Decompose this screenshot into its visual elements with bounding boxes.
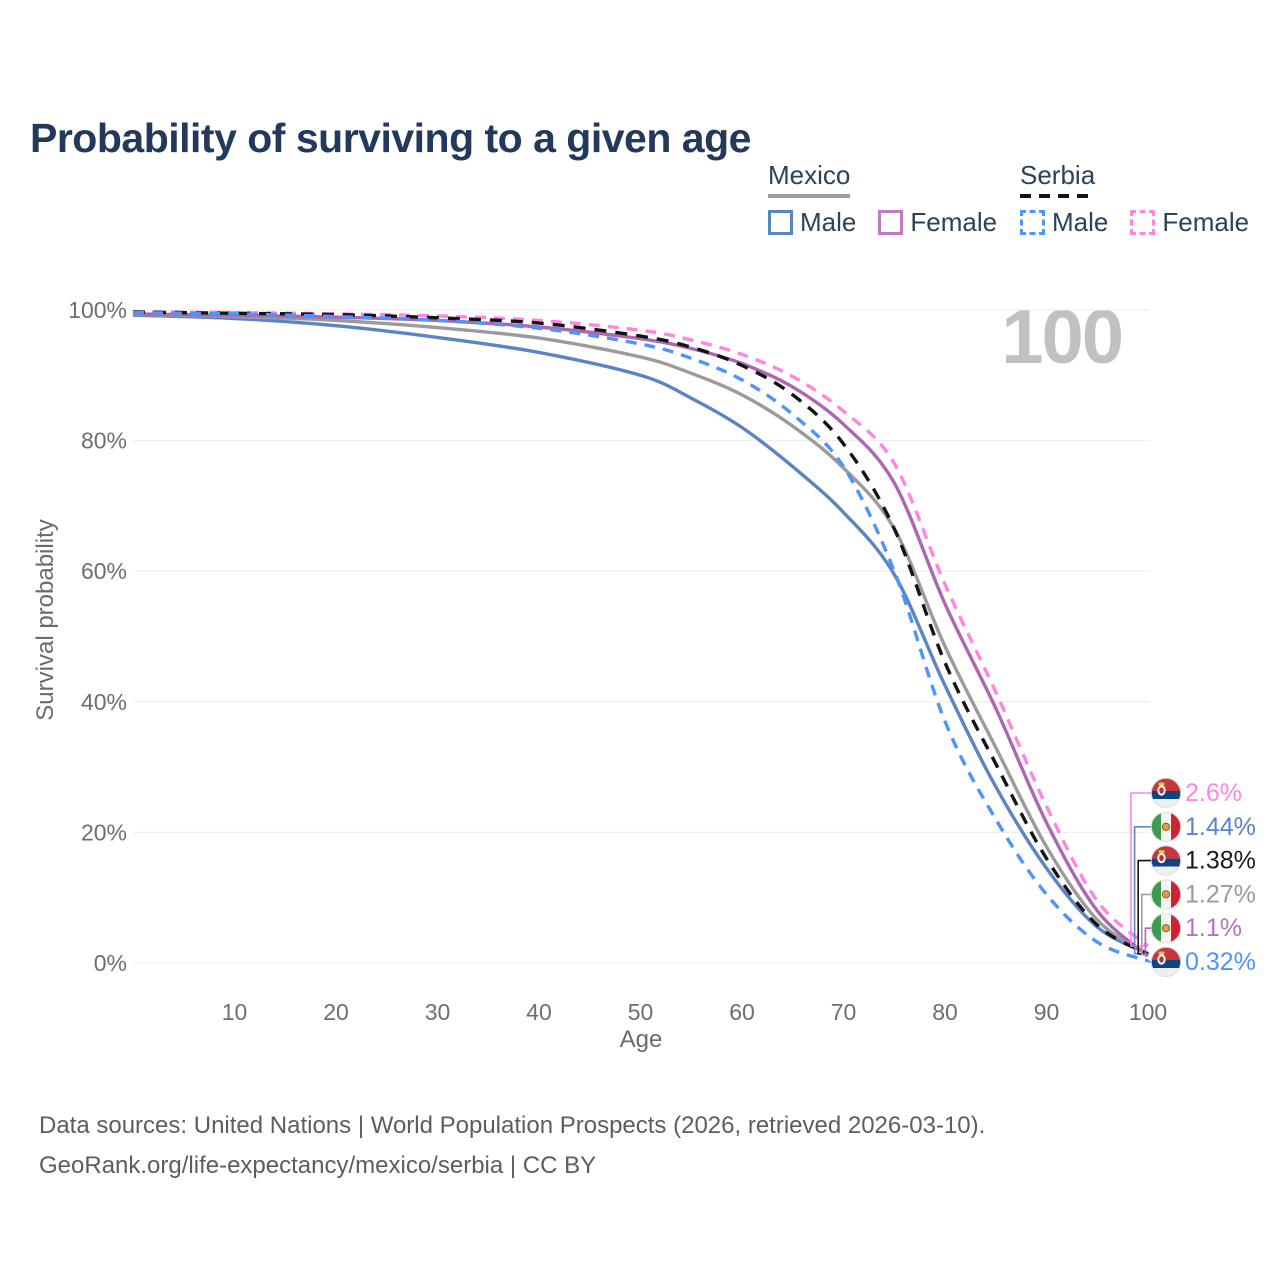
end-value-label: 1.44% [1185, 813, 1256, 841]
series-end-label: 1.1% [1144, 913, 1242, 957]
series-end-label: 1.27% [1141, 879, 1256, 956]
legend-country-label-mexico: Mexico [768, 160, 851, 190]
x-axis-title: Age [619, 1026, 663, 1053]
end-label-connector [1148, 960, 1151, 963]
legend-group-serbia: Serbia Male Female [1020, 160, 1271, 238]
legend-underline-mexico-icon [768, 194, 850, 198]
data-sources-note: Data sources: United Nations | World Pop… [39, 1112, 986, 1139]
end-label-connector [1130, 792, 1151, 947]
y-tick-label: 20% [81, 819, 127, 845]
series-line-serbia [132, 310, 1149, 956]
x-tick-label: 70 [831, 999, 857, 1025]
end-label-connector [1133, 826, 1151, 955]
legend-group-mexico: Mexico Male Female [768, 160, 1019, 238]
x-tick-label: 90 [1034, 999, 1060, 1025]
legend-item-label[interactable]: Female [910, 207, 998, 237]
legend-item-mexico-female[interactable]: Female [878, 207, 1019, 238]
serbia-flag-icon [1151, 778, 1182, 809]
legend-item-mexico-male[interactable]: Male [768, 207, 878, 238]
attribution-note: GeoRank.org/life-expectancy/mexico/serbi… [39, 1152, 597, 1179]
end-value-label: 2.6% [1185, 779, 1242, 807]
mexico-flag-icon [1151, 879, 1182, 910]
series-end-label: 2.6% [1130, 778, 1242, 947]
x-tick-label: 60 [729, 999, 755, 1025]
x-tick-label: 10 [222, 999, 248, 1025]
legend-country-label-serbia: Serbia [1020, 160, 1096, 190]
y-tick-label: 60% [81, 558, 127, 584]
end-value-label: 1.38% [1185, 847, 1256, 875]
end-value-label: 0.32% [1185, 948, 1256, 976]
x-tick-label: 50 [628, 999, 654, 1025]
mexico-female-swatch-icon[interactable] [878, 210, 904, 235]
legend-item-label[interactable]: Male [800, 207, 857, 237]
x-tick-label: 30 [425, 999, 451, 1025]
serbia-flag-icon [1151, 947, 1182, 978]
y-tick-label: 40% [81, 689, 127, 715]
mexico-flag-icon [1151, 913, 1182, 944]
x-tick-label: 40 [526, 999, 552, 1025]
series-line-serbia-female [132, 310, 1150, 948]
series-end-label: 1.44% [1133, 811, 1256, 955]
y-tick-label: 0% [94, 950, 127, 976]
x-tick-label: 20 [323, 999, 349, 1025]
legend-item-serbia-female[interactable]: Female [1130, 207, 1271, 238]
serbia-male-swatch-icon[interactable] [1020, 210, 1045, 235]
end-value-label: 1.27% [1185, 880, 1256, 908]
y-tick-label: 80% [81, 428, 127, 454]
serbia-female-swatch-icon[interactable] [1130, 210, 1156, 235]
age-watermark: 100 [1001, 295, 1124, 380]
series-line-mexico-male [132, 313, 1149, 956]
serbia-flag-icon [1151, 845, 1182, 876]
legend-item-label[interactable]: Male [1052, 207, 1109, 237]
page-title: Probability of surviving to a given age [30, 115, 751, 162]
series-line-mexico-female [132, 312, 1150, 958]
mexico-male-swatch-icon[interactable] [768, 210, 793, 235]
series-line-serbia-male [132, 310, 1149, 963]
y-tick-label: 100% [68, 297, 127, 323]
y-axis-title: Survival probability [32, 519, 59, 721]
legend-item-label[interactable]: Female [1162, 207, 1250, 237]
x-tick-label: 80 [932, 999, 958, 1025]
end-label-connector [1144, 927, 1151, 957]
chart-footer: Data sources: United Nations | World Pop… [39, 1106, 985, 1186]
end-value-label: 1.1% [1185, 914, 1242, 942]
mexico-flag-icon [1151, 811, 1182, 842]
legend-item-serbia-male[interactable]: Male [1020, 207, 1130, 238]
series-line-mexico [132, 312, 1149, 957]
series-end-label: 0.32% [1148, 947, 1256, 978]
legend-underline-serbia-icon [1020, 194, 1096, 198]
x-tick-label: 100 [1129, 999, 1167, 1025]
